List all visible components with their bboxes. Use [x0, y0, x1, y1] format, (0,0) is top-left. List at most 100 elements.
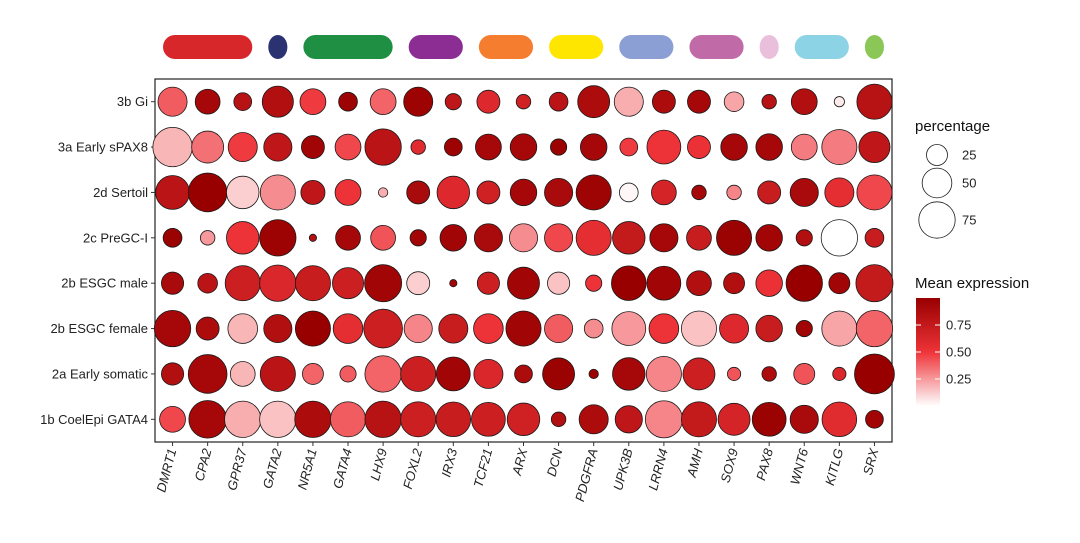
dot-sox9-row-8	[717, 402, 751, 436]
dot-cpa2-row-3	[187, 172, 228, 213]
dot-lhx9-row-7	[364, 355, 402, 393]
dot-arx-row-1	[515, 94, 532, 110]
gene-label: LHX9	[367, 447, 390, 482]
dot-pax8-row-7	[761, 366, 777, 382]
dot-lrrn4-row-1	[651, 89, 676, 114]
dot-amh-row-7	[682, 357, 716, 391]
dot-gata4-row-6	[332, 313, 364, 344]
dot-upk3b-row-2	[619, 137, 639, 157]
gene-group-bar-9	[759, 35, 779, 59]
dot-nr5a1-row-7	[302, 363, 324, 385]
dot-dcn-row-8	[550, 411, 567, 427]
dot-upk3b-row-8	[614, 405, 643, 434]
dot-dcn-row-5	[547, 271, 571, 295]
dot-arx-row-2	[509, 133, 538, 161]
dot-pdgfra-row-5	[585, 274, 603, 292]
dot-foxl2-row-2	[410, 139, 426, 155]
gene-label: NR5A1	[294, 447, 319, 491]
dot-lrrn4-row-2	[646, 129, 682, 165]
dot-foxl2-row-4	[409, 229, 427, 247]
dot-arx-row-8	[506, 402, 541, 436]
dot-irx3-row-7	[435, 356, 471, 392]
mean-expression-legend-title: Mean expression	[915, 275, 1029, 292]
dot-gata2-row-5	[259, 264, 297, 302]
dot-irx3-row-8	[435, 401, 472, 438]
colorbar-tick-label: 0.25	[946, 372, 971, 387]
dot-foxl2-row-7	[400, 355, 437, 392]
dot-tcf21-row-6	[473, 313, 504, 344]
dot-srx-row-8	[865, 410, 884, 429]
dot-cpa2-row-6	[195, 316, 220, 341]
dot-upk3b-row-6	[611, 311, 647, 346]
dot-lrrn4-row-6	[648, 313, 680, 344]
dot-srx-row-3	[856, 174, 893, 211]
gene-label: GATA2	[260, 446, 285, 490]
dot-nr5a1-row-1	[299, 88, 327, 116]
gene-label: FOXL2	[400, 446, 425, 490]
dot-amh-row-3	[691, 184, 707, 201]
dot-gata4-row-1	[338, 91, 358, 112]
dot-pdgfra-row-1	[577, 85, 611, 119]
dot-dcn-row-6	[544, 314, 574, 344]
dot-upk3b-row-3	[618, 182, 639, 203]
gene-label: GPR37	[224, 446, 250, 492]
colorbar-tick-label: 0.50	[946, 345, 971, 360]
dot-dcn-row-3	[544, 177, 574, 207]
dot-amh-row-6	[681, 310, 717, 347]
gene-label: PAX8	[753, 446, 776, 482]
dot-foxl2-row-6	[403, 314, 433, 344]
dot-gpr37-row-3	[226, 175, 260, 210]
dot-gpr37-row-2	[227, 132, 258, 163]
dot-nr5a1-row-6	[294, 310, 331, 347]
row-label: 2c PreGC-I	[83, 230, 148, 245]
colorbar-tick-label: 0.75	[946, 318, 971, 333]
dot-irx3-row-3	[436, 175, 470, 210]
dot-cpa2-row-1	[194, 88, 221, 115]
gene-label: ARX	[509, 446, 531, 478]
dot-arx-row-3	[509, 178, 538, 207]
dot-dmrt1-row-8	[159, 405, 186, 433]
dot-foxl2-row-5	[406, 271, 431, 296]
gene-label: GATA4	[330, 447, 355, 490]
dot-gpr37-row-8	[224, 400, 262, 438]
dot-nr5a1-row-3	[300, 179, 326, 205]
percentage-legend-label: 75	[962, 213, 976, 228]
dot-pax8-row-2	[755, 133, 783, 161]
dot-lhx9-row-6	[363, 308, 403, 349]
dot-srx-row-5	[855, 264, 894, 303]
dot-pdgfra-row-3	[575, 174, 612, 211]
dot-sox9-row-4	[716, 219, 753, 256]
dot-pdgfra-row-4	[575, 219, 612, 256]
dot-gata4-row-7	[339, 365, 357, 383]
gene-label: PDGFRA	[572, 447, 601, 503]
dot-cpa2-row-5	[197, 272, 218, 294]
dot-pax8-row-1	[761, 94, 777, 110]
dot-kitlg-row-4	[820, 219, 858, 257]
dot-srx-row-1	[856, 83, 893, 120]
dot-kitlg-row-7	[832, 366, 847, 381]
percentage-legend-label: 50	[962, 176, 976, 191]
dot-dmrt1-row-3	[155, 175, 190, 210]
dot-gata4-row-4	[335, 224, 361, 251]
dot-tcf21-row-3	[476, 180, 501, 205]
gene-label: TCF21	[471, 447, 496, 489]
gene-group-bar-8	[689, 35, 744, 59]
dot-wnt6-row-3	[789, 177, 819, 207]
expression-dots	[152, 83, 895, 439]
dot-pdgfra-row-7	[588, 368, 599, 380]
dot-lhx9-row-5	[364, 264, 403, 303]
gene-group-bar-10	[794, 35, 849, 59]
dot-amh-row-5	[686, 270, 712, 297]
dot-kitlg-row-1	[833, 96, 845, 108]
dot-wnt6-row-8	[789, 404, 819, 434]
dot-lrrn4-row-4	[649, 223, 679, 253]
gene-group-bar-2	[268, 35, 288, 59]
dot-dcn-row-2	[550, 138, 568, 156]
dot-dmrt1-row-4	[162, 228, 183, 248]
percentage-legend: percentage 25 50 75	[915, 118, 990, 239]
dot-sox9-row-5	[723, 272, 745, 295]
dot-foxl2-row-3	[406, 180, 431, 205]
gene-group-color-bars	[163, 35, 884, 59]
dot-dcn-row-1	[548, 91, 569, 112]
